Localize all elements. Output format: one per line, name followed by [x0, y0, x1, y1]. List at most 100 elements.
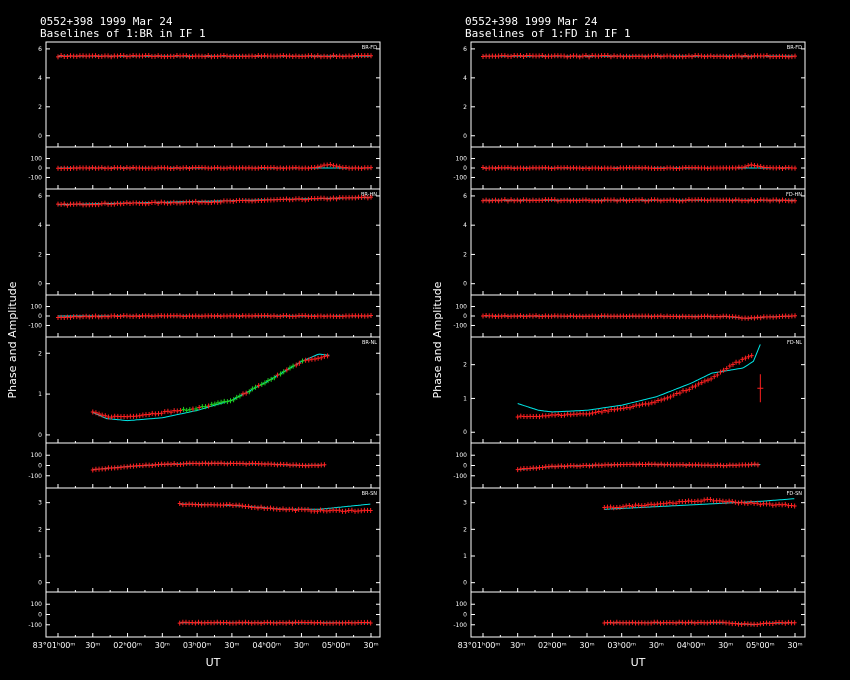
phase-point — [643, 165, 648, 171]
amp-point — [334, 54, 339, 60]
phase-point — [549, 313, 554, 319]
amp-outlier-point — [757, 374, 764, 403]
phase-point — [683, 620, 688, 626]
amp-point — [630, 198, 635, 204]
phase-point — [340, 313, 345, 319]
phase-point — [743, 164, 748, 170]
phase-point — [724, 463, 729, 469]
amp-point — [727, 363, 732, 369]
x-tick-label: 02ʰ00ᵐ — [538, 641, 567, 650]
amp-point — [568, 198, 573, 204]
amp-point — [621, 405, 626, 411]
amp-point — [546, 413, 551, 419]
amp-point — [615, 198, 620, 204]
amp-point — [290, 197, 295, 203]
amp-point — [194, 406, 199, 412]
amp-tick-label: 0 — [463, 429, 467, 436]
amp-point — [664, 500, 669, 506]
amp-point — [90, 409, 95, 415]
amp-point — [746, 354, 751, 360]
amp-point — [686, 53, 691, 59]
amp-point — [621, 197, 626, 203]
phase-point — [655, 619, 660, 625]
amp-point — [659, 397, 664, 403]
amp-point — [278, 371, 283, 377]
phase-point — [658, 620, 663, 626]
phase-point — [559, 463, 564, 469]
amp-point — [306, 357, 311, 363]
phase-point — [272, 461, 277, 467]
amp-point — [649, 53, 654, 59]
phase-tick-label: 0 — [463, 463, 467, 470]
amp-point — [322, 353, 327, 359]
phase-point — [209, 313, 214, 319]
phase-tick-label: -100 — [28, 322, 42, 329]
phase-point — [724, 313, 729, 319]
amp-point — [313, 356, 318, 362]
amp-point — [553, 412, 558, 418]
amp-point — [524, 197, 529, 203]
phase-point — [165, 461, 170, 467]
amp-point — [337, 53, 342, 59]
amp-point — [627, 502, 632, 508]
amp-point — [565, 411, 570, 417]
chart-title: 0552+398 1999 Mar 24 — [40, 15, 173, 28]
amp-point — [309, 53, 314, 59]
amp-tick-label: 1 — [38, 391, 42, 398]
phase-frame — [45, 442, 381, 489]
phase-point — [674, 620, 679, 626]
amp-point — [612, 407, 617, 413]
amp-point — [362, 194, 367, 200]
phase-tick-label: -100 — [453, 473, 467, 480]
amp-tick-label: 6 — [38, 193, 42, 200]
x-axis-label: UT — [206, 656, 221, 669]
phase-point — [215, 313, 220, 319]
amp-point — [574, 411, 579, 417]
amp-point — [181, 406, 186, 412]
amp-point — [227, 502, 232, 508]
phase-point — [615, 165, 620, 171]
phase-point — [153, 165, 158, 171]
phase-point — [255, 620, 260, 626]
phase-tick-label: 0 — [463, 313, 467, 320]
phase-point — [93, 313, 98, 319]
phase-point — [777, 165, 782, 171]
amp-point — [737, 359, 742, 365]
amp-tick-label: 2 — [463, 251, 467, 258]
phase-point — [758, 164, 763, 170]
amp-point — [599, 409, 604, 415]
amp-point — [748, 500, 753, 506]
amp-tick-label: 0 — [38, 281, 42, 288]
phase-point — [534, 313, 539, 319]
phase-point — [224, 620, 229, 626]
phase-tick-label: -100 — [28, 473, 42, 480]
amp-tick-label: 4 — [38, 222, 42, 229]
phase-point — [627, 620, 632, 626]
amp-point — [509, 53, 514, 59]
amp-point — [655, 197, 660, 203]
amp-point — [743, 355, 748, 361]
phase-point — [720, 619, 725, 625]
x-tick-label: 30ᵐ — [787, 641, 802, 650]
amp-point — [745, 500, 750, 506]
amp-point — [671, 392, 676, 398]
amp-point — [768, 198, 773, 204]
amp-point — [683, 197, 688, 203]
amp-point — [218, 199, 223, 205]
amp-tick-label: 4 — [38, 75, 42, 82]
amp-point — [331, 52, 336, 58]
phase-point — [174, 165, 179, 171]
phase-point — [609, 462, 614, 468]
phase-point — [193, 620, 198, 626]
amp-point — [608, 504, 613, 510]
amp-point — [743, 52, 748, 58]
amp-point — [705, 198, 710, 204]
phase-point — [680, 313, 685, 319]
amp-point — [290, 506, 295, 512]
amp-point — [303, 53, 308, 59]
amp-point — [577, 54, 582, 60]
amp-point — [62, 201, 67, 207]
amp-point — [512, 198, 517, 204]
amp-point — [252, 504, 257, 510]
amp-point — [721, 367, 726, 373]
